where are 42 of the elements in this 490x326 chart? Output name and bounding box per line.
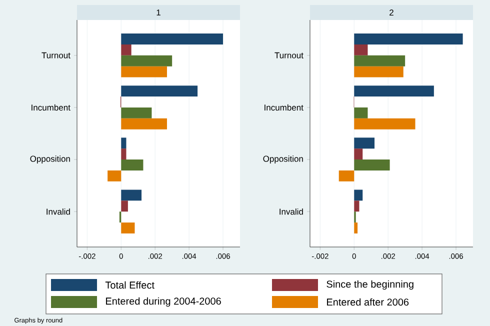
bar (121, 148, 126, 160)
bar (121, 66, 167, 78)
y-tick-label: Opposition (30, 156, 70, 164)
bar (121, 107, 152, 118)
bar (354, 148, 363, 160)
chart-title: 2 (390, 10, 394, 16)
bar (354, 44, 368, 56)
bar (354, 200, 360, 212)
bar (354, 107, 368, 118)
bar (354, 222, 358, 234)
bar (108, 170, 122, 182)
bar (354, 86, 434, 97)
bar (354, 66, 404, 78)
y-tick-label: Invalid (46, 208, 70, 215)
chart-title: 1 (156, 10, 160, 16)
bar (121, 222, 135, 234)
legend-label: Entered during 2004-2006 (106, 297, 221, 307)
bar (338, 170, 354, 182)
bar (121, 55, 172, 66)
bar (354, 190, 363, 201)
bar (121, 138, 126, 149)
y-tick-label: Invalid (280, 208, 303, 215)
legend-label: Since the beginning (326, 280, 414, 290)
bar (354, 160, 390, 170)
y-tick-label: Incumbent (264, 104, 304, 111)
bar (121, 160, 144, 170)
y-tick-label: Turnout (274, 52, 304, 58)
y-tick-label: Turnout (42, 52, 70, 58)
legend-label: Total Effect (105, 281, 154, 289)
bar (121, 34, 224, 44)
bar (121, 44, 132, 56)
bar (354, 55, 406, 66)
bar (121, 190, 142, 201)
bar (121, 118, 167, 130)
bar (354, 138, 375, 149)
bar (354, 118, 416, 130)
bar (354, 34, 463, 44)
bar (121, 86, 198, 97)
bar (121, 200, 128, 212)
legend-label: Entered after 2006 (327, 298, 409, 306)
y-tick-label: Incumbent (32, 104, 70, 111)
y-tick-label: Opposition (263, 156, 303, 164)
